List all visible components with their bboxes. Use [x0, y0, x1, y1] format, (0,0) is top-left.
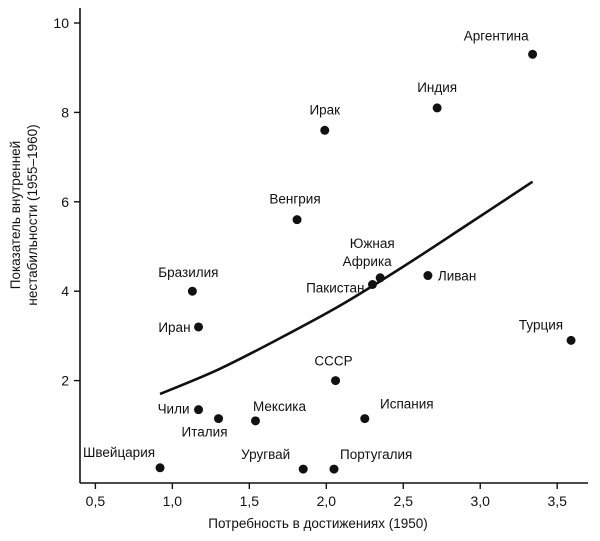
data-point: [367, 279, 377, 289]
data-point: [528, 49, 538, 59]
data-point: [292, 215, 302, 225]
point-label: Швейцария: [83, 445, 155, 460]
y-tick-label: 2: [61, 373, 69, 389]
data-point: [194, 405, 204, 415]
data-point: [214, 414, 224, 424]
x-tick-label: 0,5: [86, 493, 106, 509]
data-points: Аргентина Индия Ирак Венгрия Южная Африка Паки…: [83, 28, 576, 474]
point-label: Венгрия: [269, 192, 320, 207]
data-point: [298, 464, 308, 474]
point-label: Африка: [343, 254, 393, 269]
data-point: [320, 125, 330, 135]
point-label: Пакистан: [306, 280, 364, 295]
point-label: Испания: [380, 397, 434, 412]
y-axis-title-line1: Показатель внутренней: [8, 141, 23, 289]
y-axis-title-line2: нестабильности (1955–1960): [25, 124, 40, 305]
data-point: [329, 464, 339, 474]
point-label: Индия: [417, 80, 457, 95]
data-point: [331, 376, 341, 386]
point-label: СССР: [314, 354, 352, 369]
data-point: [360, 414, 370, 424]
x-tick-label: 3,5: [547, 493, 567, 509]
data-point: [375, 273, 385, 283]
x-tick-label: 1,5: [240, 493, 260, 509]
point-label: Италия: [182, 425, 228, 440]
trend-curve: [159, 180, 534, 396]
y-tick-label: 8: [61, 104, 69, 120]
y-tick-label: 6: [61, 194, 69, 210]
point-label: Ливан: [438, 269, 476, 284]
x-tick-label: 3,0: [471, 493, 491, 509]
data-point: [155, 463, 165, 473]
x-axis-title: Потребность в достижениях (1950): [208, 516, 428, 531]
y-tick-label: 4: [61, 283, 69, 299]
point-label: Бразилия: [158, 265, 218, 280]
y-tick-label: 10: [53, 15, 69, 31]
data-point: [432, 103, 442, 113]
point-label: Иран: [158, 320, 190, 335]
point-label: Южная: [350, 236, 395, 251]
point-label: Ирак: [309, 102, 340, 117]
point-label: Португалия: [340, 447, 412, 462]
data-point: [566, 335, 576, 345]
data-point: [194, 322, 204, 332]
data-point: [423, 271, 433, 281]
data-point: [250, 416, 260, 426]
x-tick-label: 2,5: [394, 493, 414, 509]
point-label: Чили: [158, 402, 190, 417]
point-label: Аргентина: [464, 28, 529, 43]
point-label: Мексика: [253, 399, 306, 414]
axis-ticks: 0,5 1,0 1,5 2,0 2,5 3,0 3,5 2 4 6 8 10: [53, 15, 567, 509]
x-tick-label: 1,0: [163, 493, 183, 509]
point-label: Уругвай: [241, 447, 290, 462]
point-label: Турция: [519, 317, 563, 332]
data-point: [187, 286, 197, 296]
x-tick-label: 2,0: [317, 493, 337, 509]
